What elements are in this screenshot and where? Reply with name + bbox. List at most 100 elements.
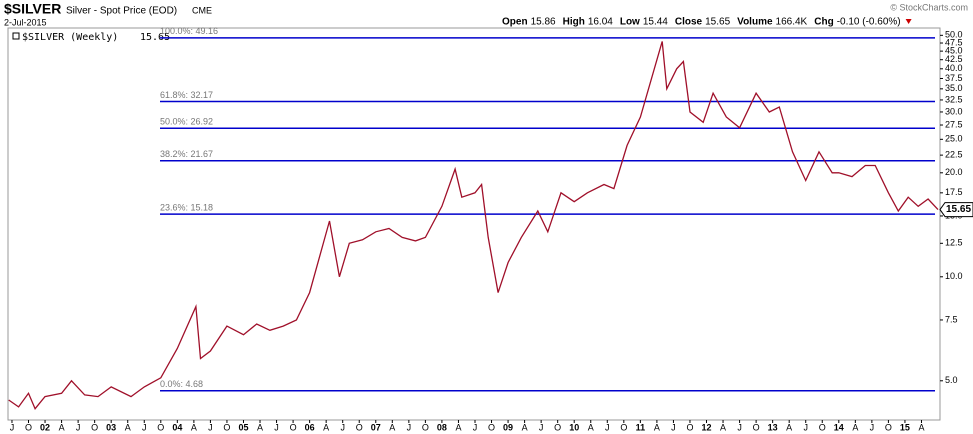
- y-tick-label: 50.0: [945, 30, 963, 40]
- x-tick-label: O: [91, 422, 98, 432]
- x-tick-label: J: [208, 422, 213, 432]
- y-tick-label: 27.5: [945, 119, 963, 129]
- fib-label: 0.0%: 4.68: [160, 379, 203, 389]
- x-tick-label: J: [274, 422, 279, 432]
- quote-value: 15.86: [531, 17, 556, 28]
- quote-bar: Open 15.86 High 16.04 Low 15.44 Close 15.65 Volu…: [502, 17, 912, 28]
- x-tick-label: A: [918, 422, 924, 432]
- x-tick-label: J: [671, 422, 676, 432]
- x-tick-label: O: [25, 422, 32, 432]
- x-tick-label: A: [125, 422, 131, 432]
- x-tick-label: A: [323, 422, 329, 432]
- chart-title: $SILVER: [4, 1, 61, 17]
- quote-label: High: [563, 17, 585, 28]
- date: 2-Jul-2015: [4, 17, 47, 27]
- x-tick-label: J: [539, 422, 544, 432]
- x-tick-label: 11: [636, 422, 646, 432]
- y-tick-label: 32.5: [945, 94, 963, 104]
- quote-value: 16.04: [588, 17, 613, 28]
- x-tick-label: O: [488, 422, 495, 432]
- y-tick-label: 22.5: [945, 149, 963, 159]
- x-tick-label: J: [737, 422, 742, 432]
- x-tick-label: 02: [40, 422, 50, 432]
- exchange: CME: [192, 5, 212, 15]
- y-tick-label: 35.0: [945, 83, 963, 93]
- x-tick-label: 09: [503, 422, 513, 432]
- legend-swatch: [12, 32, 20, 40]
- quote-value: 15.65: [705, 17, 730, 28]
- last-value-label: 15.65: [946, 204, 971, 215]
- x-tick-label: J: [340, 422, 345, 432]
- x-tick-label: 14: [834, 422, 844, 432]
- x-tick-label: A: [852, 422, 858, 432]
- y-tick-label: 30.0: [945, 106, 963, 116]
- y-tick-label: 20.0: [945, 167, 963, 177]
- x-tick-label: 07: [371, 422, 381, 432]
- x-tick-label: 03: [106, 422, 116, 432]
- fib-label: 100.0%: 49.16: [160, 26, 218, 36]
- x-tick-label: J: [407, 422, 412, 432]
- x-tick-label: O: [290, 422, 297, 432]
- x-tick-label: A: [654, 422, 660, 432]
- x-tick-label: A: [59, 422, 65, 432]
- y-tick-label: 12.5: [945, 238, 963, 248]
- x-tick-label: O: [356, 422, 363, 432]
- x-tick-label: O: [157, 422, 164, 432]
- y-tick-label: 37.5: [945, 73, 963, 83]
- x-tick-label: J: [142, 422, 147, 432]
- x-tick-label: O: [554, 422, 561, 432]
- fib-label: 50.0%: 26.92: [160, 117, 213, 127]
- x-tick-label: O: [422, 422, 429, 432]
- change-arrow: [905, 19, 912, 24]
- x-tick-label: 10: [569, 422, 579, 432]
- y-tick-label: 45.0: [945, 46, 963, 56]
- x-tick-label: J: [870, 422, 875, 432]
- x-tick-label: 04: [172, 422, 182, 432]
- quote-value: -0.10 (-0.60%): [837, 17, 901, 28]
- x-tick-label: A: [522, 422, 528, 432]
- quote-value: 15.44: [643, 17, 668, 28]
- quote-label: Volume: [737, 17, 773, 28]
- legend-label: $SILVER (Weekly): [22, 32, 118, 43]
- quote-label: Close: [675, 17, 703, 28]
- legend-value: 15.65: [140, 32, 170, 43]
- x-tick-label: A: [389, 422, 395, 432]
- x-tick-label: O: [686, 422, 693, 432]
- y-tick-label: 25.0: [945, 134, 963, 144]
- y-tick-label: 40.0: [945, 63, 963, 73]
- watermark: © StockCharts.com: [890, 2, 968, 12]
- x-tick-label: O: [885, 422, 892, 432]
- quote-label: Open: [502, 17, 528, 28]
- x-tick-label: 15: [900, 422, 910, 432]
- x-tick-label: A: [720, 422, 726, 432]
- x-tick-label: 05: [238, 422, 248, 432]
- x-tick-label: 12: [701, 422, 711, 432]
- subtitle: Silver - Spot Price (EOD): [66, 6, 177, 17]
- x-tick-label: J: [803, 422, 808, 432]
- x-tick-label: J: [473, 422, 478, 432]
- x-tick-label: A: [588, 422, 594, 432]
- quote-label: Chg: [814, 17, 833, 28]
- quote-label: Low: [620, 17, 640, 28]
- quote-value: 166.4K: [776, 17, 808, 28]
- y-tick-label: 42.5: [945, 54, 963, 64]
- x-tick-label: 13: [768, 422, 778, 432]
- plot-frame: [7, 27, 941, 421]
- y-tick-label: 17.5: [945, 187, 963, 197]
- x-tick-label: O: [819, 422, 826, 432]
- y-tick-label: 5.0: [945, 375, 958, 385]
- x-tick-label: O: [620, 422, 627, 432]
- fib-label: 23.6%: 15.18: [160, 203, 213, 213]
- x-tick-label: J: [605, 422, 610, 432]
- x-tick-label: O: [753, 422, 760, 432]
- x-tick-label: A: [191, 422, 197, 432]
- y-tick-label: 10.0: [945, 271, 963, 281]
- price-line: [8, 41, 939, 410]
- y-tick-label: 47.5: [945, 37, 963, 47]
- x-tick-label: A: [455, 422, 461, 432]
- x-tick-label: O: [223, 422, 230, 432]
- fib-label: 61.8%: 32.17: [160, 90, 213, 100]
- x-tick-label: 08: [437, 422, 447, 432]
- fib-label: 38.2%: 21.67: [160, 149, 213, 159]
